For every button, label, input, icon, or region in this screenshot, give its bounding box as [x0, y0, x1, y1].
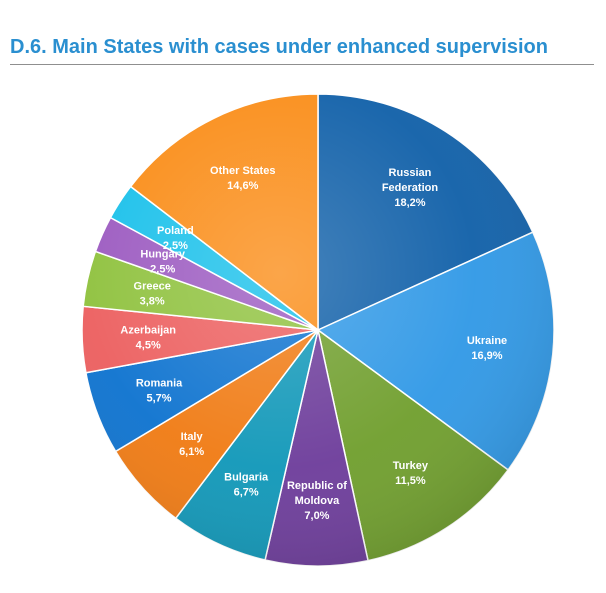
pie-label-value: 6,7%: [234, 486, 259, 498]
pie-label-azerbaijan: Azerbaijan 4,5%: [120, 324, 176, 351]
pie-label-ukraine: Ukraine 16,9%: [467, 335, 507, 362]
pie-label-value: 7,0%: [304, 510, 329, 522]
pie-label-name: Moldova: [295, 495, 340, 507]
pie-label-name: Russian: [389, 167, 432, 179]
pie-label-value: 5,7%: [147, 393, 172, 405]
pie-label-name: Italy: [181, 431, 204, 443]
pie-label-name: Poland: [157, 225, 194, 237]
pie-label-value: 11,5%: [395, 475, 426, 487]
pie-label-greece: Greece 3,8%: [134, 280, 171, 307]
pie-labels: Russian Federation 18,2% Ukraine 16,9% Turkey…: [120, 165, 507, 522]
pie-label-value: 3,8%: [140, 295, 165, 307]
pie-label-name: Federation: [382, 182, 439, 194]
pie-label-name: Turkey: [393, 460, 429, 472]
pie-label-bulgaria: Bulgaria 6,7%: [224, 471, 269, 498]
pie-label-value: 6,1%: [179, 446, 204, 458]
pie-label-value: 16,9%: [471, 350, 502, 362]
pie-label-romania: Romania 5,7%: [136, 378, 183, 405]
chart-title: D.6. Main States with cases under enhanc…: [10, 36, 548, 58]
pie-label-italy: Italy 6,1%: [179, 431, 204, 458]
pie-label-name: Greece: [134, 280, 171, 292]
pie-label-name: Azerbaijan: [120, 324, 176, 336]
title-divider: [10, 64, 594, 65]
pie-label-name: Bulgaria: [224, 471, 269, 483]
pie-label-name: Hungary: [140, 249, 186, 261]
pie-label-turkey: Turkey 11,5%: [393, 460, 429, 487]
pie-label-name: Romania: [136, 378, 183, 390]
pie-label-name: Republic of: [287, 480, 347, 492]
pie-label-value: 4,5%: [136, 339, 161, 351]
pie-label-other-states: Other States 14,6%: [210, 165, 275, 192]
pie-label-value: 2,5%: [163, 240, 188, 252]
pie-label-value: 14,6%: [227, 180, 258, 192]
pie-label-hungary: Hungary 2,5%: [140, 249, 186, 276]
pie-label-name: Ukraine: [467, 335, 507, 347]
pie-label-name: Other States: [210, 165, 275, 177]
pie-label-value: 2,5%: [150, 264, 175, 276]
pie-label-russian-federation: Russian Federation 18,2%: [382, 167, 439, 209]
pie-label-value: 18,2%: [394, 197, 425, 209]
pie-label-poland: Poland 2,5%: [157, 225, 194, 252]
pie-label-republic-of-moldova: Republic of Moldova 7,0%: [287, 480, 347, 522]
